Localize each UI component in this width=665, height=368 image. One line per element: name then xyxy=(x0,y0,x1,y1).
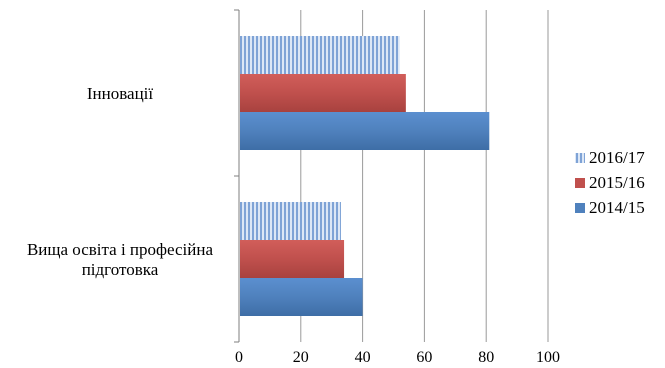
legend-swatch xyxy=(575,153,585,163)
x-tick-label: 40 xyxy=(355,349,371,366)
bar xyxy=(240,240,345,278)
x-tick-labels: 0 20 40 60 80 100 xyxy=(235,349,560,366)
legend-label: 2016/17 xyxy=(589,148,645,167)
category-label: Вища освіта і професійна підготовка xyxy=(27,240,213,279)
bar xyxy=(240,278,363,316)
bar xyxy=(240,202,341,240)
category-label: Інновації xyxy=(87,84,154,103)
axes xyxy=(234,9,240,343)
x-tick-label: 80 xyxy=(478,349,494,366)
category-labels: Інновації Вища освіта і професійна підгото… xyxy=(27,84,213,279)
bar xyxy=(240,74,406,112)
legend-label: 2015/16 xyxy=(589,173,645,192)
bar xyxy=(240,36,400,74)
x-tick-label: 60 xyxy=(416,349,432,366)
bars xyxy=(240,36,490,316)
x-tick-label: 0 xyxy=(235,349,243,366)
legend-label: 2014/15 xyxy=(589,198,645,217)
legend-swatch xyxy=(575,178,585,188)
x-tick-label: 100 xyxy=(536,349,560,366)
legend: 2016/17 2015/16 2014/15 xyxy=(575,148,645,217)
x-tick-label: 20 xyxy=(293,349,309,366)
bar xyxy=(240,112,490,150)
legend-swatch xyxy=(575,203,585,213)
